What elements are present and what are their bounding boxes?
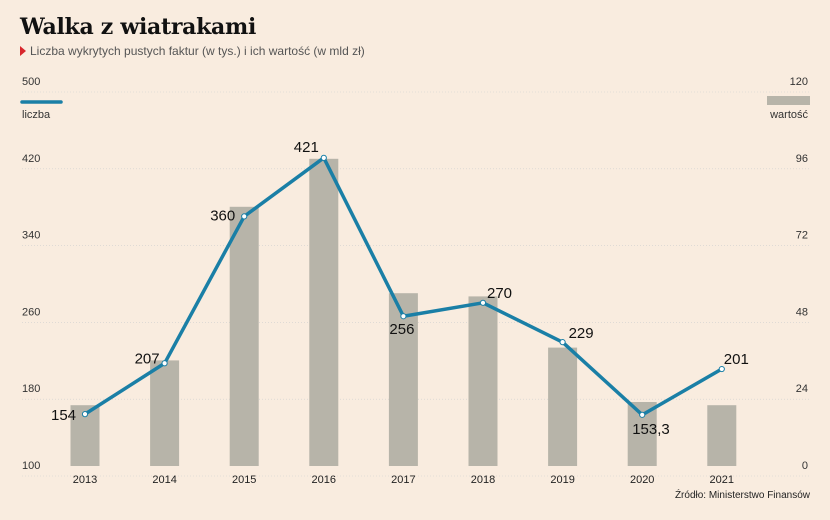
x-axis-tick-label: 2015	[232, 474, 256, 486]
data-label: 421	[294, 139, 319, 156]
left-axis-tick-label: 500	[22, 76, 40, 88]
bar	[388, 293, 418, 466]
x-axis-tick-label: 2014	[152, 474, 176, 486]
right-axis-tick-label: 24	[796, 383, 808, 395]
x-axis-tick-label: 2016	[312, 474, 336, 486]
x-axis-tick-label: 2020	[630, 474, 654, 486]
data-point	[639, 411, 646, 418]
data-point	[161, 360, 168, 367]
right-axis-tick-label: 0	[802, 460, 808, 472]
x-axis-tick-label: 2018	[471, 474, 495, 486]
data-point	[241, 213, 248, 220]
subtitle-text: Liczba wykrytych pustych faktur (w tys.)…	[30, 44, 365, 58]
left-axis-tick-label: 100	[22, 460, 40, 472]
legend-bar-label: wartość	[769, 109, 808, 121]
x-axis-tick-label: 2013	[73, 474, 97, 486]
left-axis-tick-label: 180	[22, 383, 40, 395]
legend-line-label: liczba	[22, 109, 51, 121]
legend-bar-swatch	[767, 96, 810, 105]
triangle-bullet-icon	[20, 46, 26, 56]
data-point	[320, 154, 327, 161]
right-axis-tick-label: 120	[790, 76, 808, 88]
data-label: 207	[135, 350, 160, 367]
x-axis-tick-label: 2017	[391, 474, 415, 486]
data-point	[718, 365, 725, 373]
data-label: 360	[210, 207, 235, 224]
source-note: Źródło: Ministerstwo Finansów	[674, 490, 810, 501]
right-axis-tick-label: 72	[796, 230, 808, 242]
right-axis-tick-label: 96	[796, 153, 808, 165]
bar	[707, 405, 737, 466]
data-point	[400, 313, 407, 320]
data-point	[479, 299, 487, 306]
data-label: 256	[389, 321, 414, 338]
bar	[150, 360, 180, 466]
data-label: 229	[569, 325, 594, 342]
bar	[468, 296, 498, 466]
bar	[229, 206, 259, 467]
x-axis-tick-label: 2019	[550, 474, 574, 486]
left-axis-tick-label: 420	[22, 153, 40, 165]
right-axis-tick-label: 48	[796, 306, 808, 318]
x-axis-tick-label: 2021	[710, 474, 734, 486]
data-point	[81, 411, 89, 418]
chart-title: Walka z wiatrakami	[20, 14, 257, 40]
data-point	[559, 339, 566, 346]
data-label: 154	[51, 407, 76, 424]
data-label: 153,3	[632, 421, 670, 438]
data-label: 270	[487, 285, 512, 302]
left-axis-tick-label: 260	[22, 306, 40, 318]
data-label: 201	[724, 351, 749, 368]
left-axis-tick-label: 340	[22, 230, 40, 242]
chart-subtitle: Liczba wykrytych pustych faktur (w tys.)…	[20, 44, 365, 58]
bar	[309, 158, 339, 467]
bar	[548, 347, 578, 466]
